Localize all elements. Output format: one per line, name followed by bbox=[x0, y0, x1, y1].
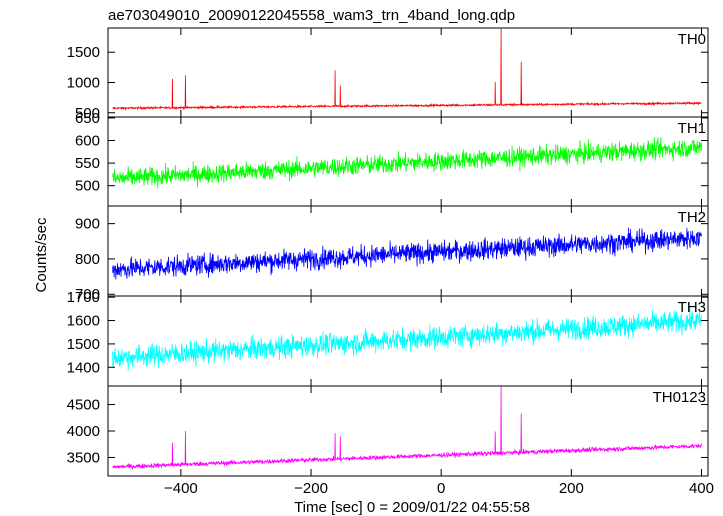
y-tick-label: 500 bbox=[75, 105, 100, 122]
panel-th3: 1400 1500 1600 1700 TH3 bbox=[67, 289, 709, 387]
series-th0 bbox=[112, 28, 702, 111]
x-axis-tick-labels: −400 −200 0 200 400 bbox=[164, 480, 714, 497]
series-th3 bbox=[112, 305, 702, 371]
chart-title: ae703049010_20090122045558_wam3_trn_4ban… bbox=[108, 7, 515, 24]
y-tick-label: 500 bbox=[75, 178, 100, 195]
y-tick-label: 700 bbox=[75, 286, 100, 303]
series-th2 bbox=[112, 227, 702, 280]
panel-th0123: 3500 4000 4500 TH0123 bbox=[67, 385, 709, 477]
x-tick-label: −400 bbox=[164, 480, 198, 497]
y-tick-label: 1600 bbox=[67, 313, 100, 330]
x-tick-label: −200 bbox=[294, 480, 328, 497]
y-axis-label: Counts/sec bbox=[33, 217, 50, 293]
x-tick-label: 400 bbox=[689, 480, 714, 497]
y-tick-label: 4000 bbox=[67, 423, 100, 440]
y-tick-label: 1500 bbox=[67, 336, 100, 353]
panel-label: TH0123 bbox=[653, 389, 706, 406]
x-tick-label: 200 bbox=[559, 480, 584, 497]
panel-label: TH3 bbox=[678, 299, 706, 316]
x-tick-label: 0 bbox=[437, 480, 445, 497]
y-tick-label: 900 bbox=[75, 216, 100, 233]
series-th1 bbox=[112, 136, 702, 189]
panels: 500 1000 1500 TH0 500 550 600 650 TH1 700 800 900 TH… bbox=[67, 27, 709, 477]
y-tick-label: 1500 bbox=[67, 44, 100, 61]
panel-th0: 500 1000 1500 TH0 bbox=[67, 27, 709, 122]
series-th0123 bbox=[112, 386, 702, 470]
y-tick-label: 4500 bbox=[67, 397, 100, 414]
y-tick-label: 800 bbox=[75, 251, 100, 268]
panel-label: TH0 bbox=[678, 31, 706, 48]
panel-label: TH2 bbox=[678, 209, 706, 226]
y-tick-label: 650 bbox=[75, 110, 100, 127]
y-tick-label: 1400 bbox=[67, 359, 100, 376]
panel-label: TH1 bbox=[678, 120, 706, 137]
y-tick-label: 550 bbox=[75, 155, 100, 172]
y-tick-label: 1000 bbox=[67, 74, 100, 91]
panel-th1: 500 550 600 650 TH1 bbox=[75, 110, 709, 207]
panel-th2: 700 800 900 TH2 bbox=[75, 205, 709, 303]
x-axis-label: Time [sec] 0 = 2009/01/22 04:55:58 bbox=[294, 499, 530, 516]
y-tick-label: 1700 bbox=[67, 289, 100, 306]
y-tick-label: 600 bbox=[75, 132, 100, 149]
y-tick-label: 3500 bbox=[67, 449, 100, 466]
